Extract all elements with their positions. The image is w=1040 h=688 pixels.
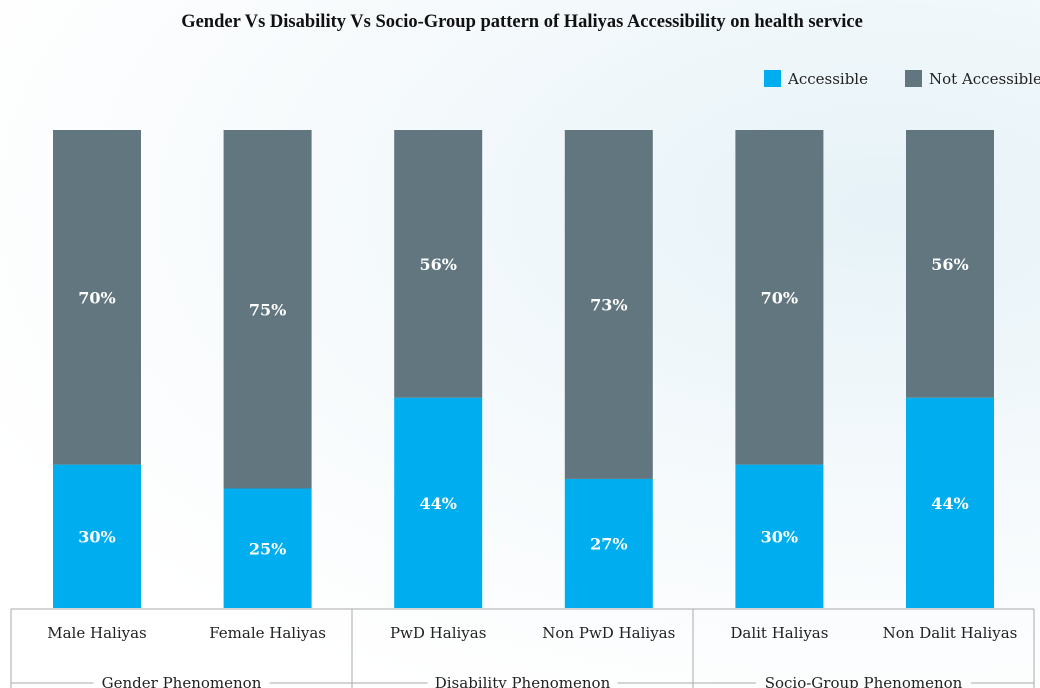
group-label-socio-group-phenomenon: Socio-Group Phenomenon [765,674,963,688]
legend-swatch-not-accessible [905,70,922,87]
data-label-not-accessible-non-dalit-haliyas: 56% [931,255,968,274]
legend-label-not-accessible: Not Accessible [929,70,1040,88]
category-label-dalit-haliyas: Dalit Haliyas [730,624,828,642]
data-label-not-accessible-pwd-haliyas: 56% [419,255,456,274]
bar-accessible-female-haliyas [223,488,312,608]
bar-accessible-non-dalit-haliyas [906,397,994,608]
legend-swatch-accessible [764,70,781,87]
bar-not-accessible-pwd-haliyas [394,130,483,398]
data-label-accessible-male-haliyas: 30% [78,527,115,546]
data-label-accessible-dalit-haliyas: 30% [761,527,798,546]
category-label-female-haliyas: Female Haliyas [209,624,326,642]
group-label-disability-phenomenon: Disability Phenomenon [435,674,611,688]
bar-accessible-male-haliyas [53,464,141,608]
bar-not-accessible-non-pwd-haliyas [564,130,653,479]
category-label-male-haliyas: Male Haliyas [47,624,146,642]
bar-accessible-dalit-haliyas [735,464,824,608]
category-label-pwd-haliyas: PwD Haliyas [390,624,486,642]
category-axis: Male Haliyas Female Haliyas PwD Haliyas Non… [10,608,1035,688]
chart-title: Gender Vs Disability Vs Socio-Group patt… [181,12,863,32]
data-label-accessible-non-pwd-haliyas: 27% [590,534,627,553]
bars: 30% 70% 25% 75% 44% 56% 27% 73% 30% 70% 44% 56% [53,130,994,608]
bar-not-accessible-female-haliyas [223,130,312,489]
bar-accessible-non-pwd-haliyas [564,478,653,608]
data-label-accessible-female-haliyas: 25% [249,539,286,558]
data-label-not-accessible-non-pwd-haliyas: 73% [590,295,627,314]
legend: Accessible Not Accessible [764,70,1040,88]
data-label-accessible-non-dalit-haliyas: 44% [931,494,968,513]
data-label-accessible-pwd-haliyas: 44% [419,494,456,513]
data-label-not-accessible-male-haliyas: 70% [78,288,115,307]
group-label-gender-phenomenon: Gender Phenomenon [102,674,262,688]
bar-not-accessible-male-haliyas [53,130,141,465]
bar-accessible-pwd-haliyas [394,397,483,608]
legend-label-accessible: Accessible [787,70,868,88]
bar-not-accessible-non-dalit-haliyas [906,130,994,398]
data-label-not-accessible-female-haliyas: 75% [249,300,286,319]
category-label-non-dalit-haliyas: Non Dalit Haliyas [883,624,1018,642]
category-label-non-pwd-haliyas: Non PwD Haliyas [542,624,675,642]
data-label-not-accessible-dalit-haliyas: 70% [761,288,798,307]
bar-not-accessible-dalit-haliyas [735,130,824,465]
